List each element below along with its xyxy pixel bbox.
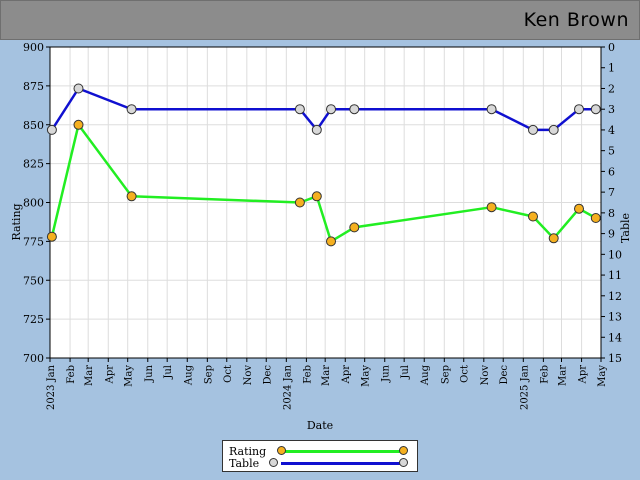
x-tick-label: Oct	[460, 365, 471, 383]
y2-tick-label: 7	[608, 186, 615, 199]
x-tick-label: Nov	[243, 365, 254, 386]
legend-marker-rating	[277, 446, 286, 455]
legend: Rating Table	[222, 440, 418, 472]
x-tick-label: Jul	[400, 365, 411, 380]
y2-tick-label: 14	[608, 331, 622, 344]
y2-tick-label: 6	[608, 165, 615, 178]
x-tick-label: May	[597, 365, 608, 387]
legend-line-table	[281, 462, 405, 465]
data-point-rating	[486, 202, 497, 213]
x-tick-label: Mar	[84, 365, 95, 386]
x-tick-label: Apr	[341, 365, 352, 385]
x-tick-label: Dec	[262, 365, 273, 385]
y-tick-label: 750	[23, 274, 44, 287]
y2-tick-label: 5	[608, 145, 615, 158]
x-tick-label: Feb	[66, 365, 77, 384]
data-point-table	[326, 104, 336, 115]
data-point-table	[294, 104, 305, 115]
data-point-table	[126, 104, 137, 115]
y2-tick-label: 8	[608, 207, 615, 220]
x-tick-label: May	[124, 365, 135, 387]
data-point-rating	[294, 197, 305, 208]
legend-marker-rating	[399, 446, 408, 455]
x-tick-label: Mar	[558, 365, 569, 386]
y2-axis-label: Table	[619, 213, 632, 243]
x-tick-label: Aug	[420, 364, 431, 386]
y2-tick-label: 9	[608, 228, 615, 241]
y-tick-label: 700	[23, 352, 44, 365]
data-point-rating	[548, 233, 559, 244]
legend-marker-table	[399, 458, 408, 467]
x-tick-label: 2025 Jan	[519, 364, 530, 410]
series-line-table	[50, 87, 596, 132]
data-point-rating	[311, 191, 322, 202]
y2-tick-label: 13	[608, 311, 622, 324]
data-point-table	[73, 83, 84, 94]
y2-tick-label: 1	[608, 62, 615, 75]
data-point-table	[590, 104, 601, 115]
y2-tick-label: 15	[608, 352, 622, 365]
y-tick-label: 725	[23, 313, 44, 326]
x-tick-label: Aug	[183, 364, 194, 386]
data-point-rating	[574, 203, 584, 214]
y2-tick-label: 0	[608, 41, 615, 54]
player-name: Ken Brown	[523, 9, 629, 31]
data-point-rating	[590, 213, 601, 223]
x-tick-label: Apr	[104, 365, 115, 385]
legend-marker-table	[269, 458, 278, 467]
data-point-table	[528, 124, 538, 135]
y-tick-label: 800	[23, 197, 44, 210]
y2-tick-label: 12	[608, 290, 622, 303]
x-tick-label: Jul	[163, 365, 174, 380]
data-point-rating	[528, 211, 538, 222]
data-point-rating	[326, 236, 336, 247]
x-tick-label: Apr	[578, 365, 589, 385]
data-point-table	[311, 124, 322, 135]
x-tick-label: Dec	[499, 365, 510, 385]
x-tick-label: Feb	[539, 365, 550, 384]
legend-label-rating: Rating	[229, 445, 267, 458]
header-bar: Ken Brown	[0, 0, 640, 40]
x-tick-label: Jun	[381, 364, 392, 382]
y2-tick-label: 2	[608, 82, 615, 95]
x-tick-label: Sep	[440, 365, 451, 384]
y-tick-label: 850	[23, 119, 44, 132]
y2-tick-label: 3	[608, 103, 615, 116]
x-tick-label: May	[361, 365, 372, 387]
data-point-rating	[126, 191, 137, 202]
data-point-rating	[73, 119, 84, 130]
x-tick-label: Oct	[223, 365, 234, 383]
y-tick-label: 900	[23, 41, 44, 54]
data-point-rating	[46, 231, 57, 242]
legend-line-rating	[281, 450, 405, 453]
x-tick-label: 2024 Jan	[282, 364, 293, 410]
data-point-table	[574, 104, 584, 115]
x-axis-label: Date	[307, 419, 333, 432]
y-axis-label: Rating	[10, 203, 23, 240]
x-tick-label: Jun	[144, 364, 155, 382]
x-tick-label: 2023 Jan	[46, 364, 57, 410]
x-tick-label: Nov	[480, 365, 491, 386]
y2-tick-label: 4	[608, 124, 615, 137]
data-point-table	[46, 124, 57, 135]
y-tick-label: 875	[23, 80, 44, 93]
data-point-rating	[349, 222, 360, 233]
data-point-table	[486, 104, 497, 115]
x-tick-label: Sep	[203, 365, 214, 384]
y2-tick-label: 11	[608, 269, 622, 282]
y-tick-label: 825	[23, 158, 44, 171]
y-tick-label: 775	[23, 235, 44, 248]
x-tick-label: Feb	[302, 365, 313, 384]
legend-label-table: Table	[229, 457, 260, 470]
data-point-table	[349, 104, 360, 115]
series-line-rating	[50, 123, 597, 243]
x-tick-label: Mar	[321, 365, 332, 386]
y2-tick-label: 10	[608, 248, 622, 261]
data-point-table	[548, 124, 559, 135]
